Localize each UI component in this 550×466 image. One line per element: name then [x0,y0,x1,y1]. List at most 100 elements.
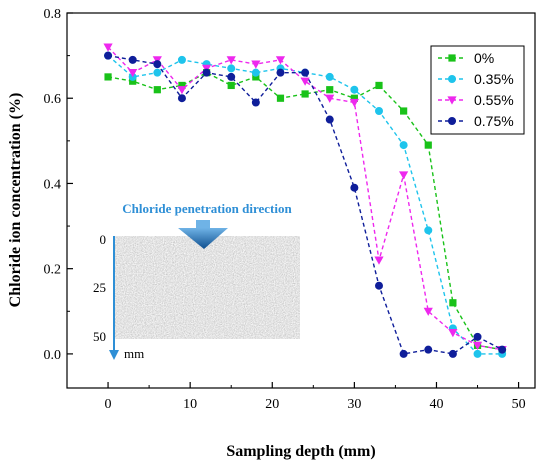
legend-marker [448,117,456,125]
data-point [300,77,310,86]
data-point [227,72,236,81]
y-tick-label: 0.0 [44,348,62,363]
data-point [227,81,235,90]
penetration-arrow-head [178,228,228,249]
data-point [276,68,285,77]
data-point [424,345,433,354]
series-3 [104,51,507,358]
data-point [276,94,285,102]
series-layer [103,43,507,358]
legend-item: 0.75% [438,113,514,129]
data-point [375,81,383,90]
x-tick-label: 10 [183,397,197,412]
data-point [399,141,408,150]
data-point [325,94,335,103]
data-point [448,349,457,358]
legend-box [430,45,525,135]
data-point [448,329,458,338]
data-point [350,94,358,102]
data-point [423,307,433,316]
plot-frame [66,12,536,389]
data-point [153,68,162,77]
data-point [251,98,260,107]
data-point [104,51,113,60]
data-point [325,72,334,81]
data-point [375,281,383,290]
data-point [103,43,113,52]
data-point [350,183,359,192]
series-line [107,46,503,351]
data-point [251,60,261,69]
data-point [374,256,384,265]
x-tick-label: 40 [429,397,443,412]
data-point [128,55,137,64]
data-point [349,98,359,108]
data-point [400,107,408,115]
data-point [275,56,286,65]
data-point [177,55,186,64]
series-2 [103,43,507,355]
inset-depth-label-50: 50 [93,329,106,344]
legend-marker [448,75,456,83]
data-point [177,94,186,103]
data-point [399,349,408,358]
data-point [251,68,260,77]
data-point [350,85,359,94]
data-point [202,68,211,77]
y-tick-label: 0.6 [44,92,62,107]
x-tick-label: 20 [265,397,279,412]
depth-axis-arrow [109,350,119,360]
data-point [153,60,162,69]
series-line [107,54,503,355]
inset-title: Chloride penetration direction [122,201,292,216]
data-point [226,56,236,65]
data-point [128,69,138,78]
y-tick-label: 0.4 [44,177,62,192]
legend-item: 0.35% [438,71,514,87]
legend-marker [448,54,456,62]
data-point [227,64,236,73]
data-point [301,90,309,98]
legend-label: 0.35% [474,71,514,87]
x-tick-label: 0 [105,397,112,412]
inset-depth-label-25: 25 [93,280,106,295]
inset-depth-label-0: 0 [100,232,107,247]
data-point [399,171,409,180]
data-point [104,73,112,81]
x-axis-title: Sampling depth (mm) [226,443,375,460]
data-point [424,226,433,235]
data-point [449,299,457,307]
data-point [129,77,137,85]
data-point [375,107,383,116]
legend: 0% 0.35% 0.55% 0.75% [430,45,525,135]
legend-label: 0.55% [474,92,514,108]
legend-item: 0.55% [438,92,514,108]
data-point [325,115,334,124]
data-point [301,68,310,77]
data-point [178,81,186,90]
penetration-arrow-stem [196,220,210,230]
data-point [472,341,483,350]
x-tick-label: 50 [512,397,526,412]
concrete-block [115,236,300,339]
y-axis-title: Chloride ion concentration (%) [7,93,24,308]
data-point [326,86,334,94]
legend-label: 0.75% [474,113,514,129]
data-point [153,86,161,94]
data-point [498,345,507,354]
y-tick-label: 0.8 [44,7,62,22]
data-point [473,332,482,341]
tick-labels: 0 10 20 30 40 50 0.0 0.2 0.4 0.6 0.8 [44,7,526,412]
legend-item: 0% [438,50,494,66]
inset-unit-label: mm [124,346,144,361]
legend-label: 0% [474,50,494,66]
data-point [473,349,482,358]
data-point [424,141,432,149]
y-tick-label: 0.2 [44,263,62,278]
axis-ticks [66,12,520,388]
data-point [177,86,187,95]
legend-marker [447,96,457,105]
data-point [252,73,260,81]
x-tick-label: 30 [347,397,361,412]
